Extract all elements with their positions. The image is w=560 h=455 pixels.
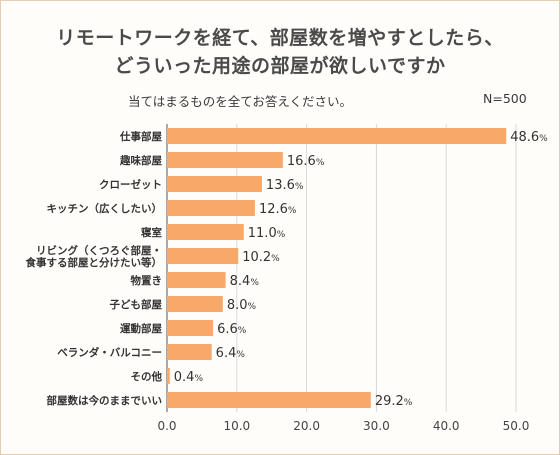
data-label-unit: % (248, 302, 257, 312)
data-label-unit: % (250, 278, 259, 288)
data-label-value: 48.6 (510, 130, 539, 145)
category-label: クローゼット (99, 178, 162, 191)
question-note: 当てはまるものを全てお答えください。 (128, 94, 353, 109)
x-tick-label: 0.0 (157, 419, 176, 433)
data-label: 16.6% (287, 154, 325, 169)
data-label: 8.4% (230, 274, 260, 289)
category-label: 食事する部屋と分けたい等） (25, 256, 163, 269)
bar (167, 224, 244, 240)
data-label-value: 6.6 (217, 322, 238, 337)
data-label: 6.6% (217, 322, 247, 337)
data-label: 13.6% (266, 178, 304, 193)
data-label: 11.0% (248, 226, 286, 241)
bar (167, 320, 214, 336)
category-label: 趣味部屋 (119, 154, 162, 167)
data-label-value: 13.6 (266, 178, 295, 193)
data-label-value: 8.0 (227, 298, 248, 313)
data-label: 6.4% (216, 346, 246, 361)
data-label-value: 6.4 (216, 346, 237, 361)
data-label-value: 10.2 (242, 250, 271, 265)
data-label-value: 0.4 (174, 370, 195, 385)
category-label: その他 (131, 370, 163, 383)
data-label-unit: % (238, 326, 247, 336)
bar (167, 200, 255, 216)
data-label: 29.2% (375, 394, 413, 409)
bar (167, 152, 283, 168)
category-label: 子ども部屋 (110, 298, 163, 311)
data-label-value: 29.2 (375, 394, 404, 409)
category-label: 仕事部屋 (119, 130, 162, 143)
bar (167, 128, 507, 144)
data-label: 10.2% (242, 250, 280, 265)
data-label-unit: % (194, 374, 203, 384)
data-label-value: 16.6 (287, 154, 316, 169)
data-label-unit: % (288, 206, 297, 216)
data-label-unit: % (236, 350, 245, 360)
category-label: 部屋数は今のままでいい (47, 394, 163, 407)
bar (167, 272, 226, 288)
x-tick-label: 40.0 (433, 419, 460, 433)
data-label-unit: % (271, 254, 280, 264)
data-label-unit: % (404, 398, 413, 408)
data-label: 12.6% (259, 202, 297, 217)
chart-title-line1: リモートワークを経て、部屋数を増やすとしたら、 (56, 27, 504, 49)
data-label: 8.0% (227, 298, 257, 313)
category-label: 運動部屋 (120, 322, 162, 335)
category-label: ベランダ・バルコニー (57, 346, 162, 359)
x-tick-label: 20.0 (293, 419, 320, 433)
x-tick-label: 10.0 (223, 419, 250, 433)
bar (167, 344, 212, 360)
category-label: リビング（くつろぐ部屋・ (36, 244, 162, 257)
bar (167, 296, 223, 312)
data-label-unit: % (539, 134, 548, 144)
data-label-unit: % (316, 158, 325, 168)
category-label: 寝室 (141, 226, 162, 239)
data-label-unit: % (277, 230, 286, 240)
x-tick-label: 50.0 (503, 419, 530, 433)
chart-title-line2: どういった用途の部屋が欲しいですか (114, 55, 446, 77)
category-label: 物置き (131, 274, 163, 287)
data-label-unit: % (295, 182, 304, 192)
bar (167, 248, 239, 264)
data-label-value: 11.0 (248, 226, 277, 241)
bar (167, 392, 371, 408)
category-label: キッチン（広くしたい） (47, 202, 163, 215)
data-label: 48.6% (510, 130, 548, 145)
sample-size: N=500 (483, 91, 527, 106)
bar (167, 368, 170, 384)
bar (167, 176, 262, 192)
data-label: 0.4% (174, 370, 204, 385)
data-label-value: 8.4 (230, 274, 251, 289)
x-tick-label: 30.0 (363, 419, 390, 433)
data-label-value: 12.6 (259, 202, 288, 217)
